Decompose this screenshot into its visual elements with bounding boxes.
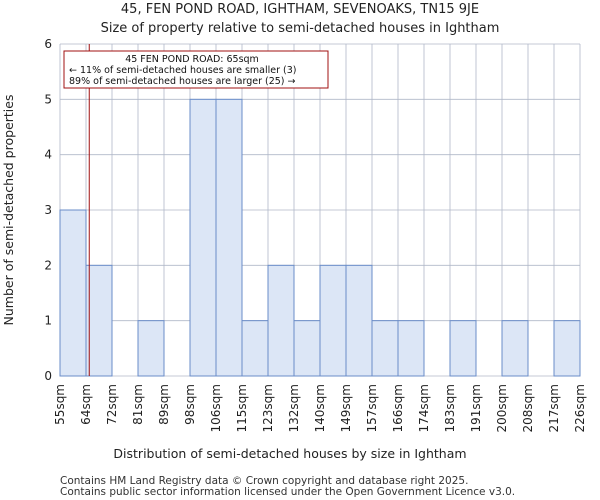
annotation-line-2: ← 11% of semi-detached houses are smalle… bbox=[69, 65, 297, 76]
x-tick-label: 149sqm bbox=[339, 384, 353, 432]
y-tick-label: 6 bbox=[44, 37, 52, 51]
x-tick-label: 191sqm bbox=[469, 384, 483, 432]
annotation-line-3: 89% of semi-detached houses are larger (… bbox=[69, 76, 296, 87]
footer-line-1: Contains HM Land Registry data © Crown c… bbox=[60, 475, 468, 487]
bar bbox=[371, 320, 399, 377]
annotation-box: 45 FEN POND ROAD: 65sqm ← 11% of semi-de… bbox=[63, 50, 329, 89]
y-tick-label: 2 bbox=[44, 258, 52, 272]
x-axis-label: Distribution of semi-detached houses by … bbox=[113, 446, 466, 461]
bar bbox=[345, 264, 373, 377]
x-tick-label: 98sqm bbox=[183, 384, 197, 425]
x-tick-label: 217sqm bbox=[547, 384, 561, 432]
chart-title: 45, FEN POND ROAD, IGHTHAM, SEVENOAKS, T… bbox=[121, 2, 479, 17]
x-tick-label: 208sqm bbox=[521, 384, 535, 432]
x-tick-label: 115sqm bbox=[235, 384, 249, 432]
bar bbox=[319, 264, 347, 377]
x-ticks: 55sqm 64sqm 72sqm 81sqm 89sqm 98sqm 106sqm 115s… bbox=[53, 384, 587, 432]
x-tick-label: 55sqm bbox=[53, 384, 67, 425]
y-tick-label: 0 bbox=[44, 369, 52, 383]
bar bbox=[241, 320, 269, 377]
y-ticks: 0 1 2 3 4 5 6 bbox=[44, 37, 52, 383]
bar bbox=[59, 209, 87, 377]
x-tick-label: 157sqm bbox=[365, 384, 379, 432]
bar bbox=[137, 320, 165, 377]
x-tick-label: 72sqm bbox=[105, 384, 119, 425]
y-tick-label: 5 bbox=[44, 92, 52, 106]
bars bbox=[59, 98, 581, 377]
bar bbox=[215, 98, 243, 377]
x-tick-label: 183sqm bbox=[443, 384, 457, 432]
bar bbox=[397, 320, 425, 377]
bar bbox=[189, 98, 217, 377]
x-tick-label: 166sqm bbox=[391, 384, 405, 432]
bar bbox=[267, 264, 295, 377]
y-tick-label: 1 bbox=[44, 314, 52, 328]
x-tick-label: 81sqm bbox=[131, 384, 145, 425]
y-tick-label: 4 bbox=[44, 148, 52, 162]
chart-subtitle: Size of property relative to semi-detach… bbox=[101, 21, 500, 36]
x-tick-label: 106sqm bbox=[209, 384, 223, 432]
bar bbox=[553, 320, 581, 377]
y-tick-label: 3 bbox=[44, 203, 52, 217]
footer-line-2: Contains public sector information licen… bbox=[60, 486, 515, 498]
x-tick-label: 89sqm bbox=[157, 384, 171, 425]
bar bbox=[501, 320, 529, 377]
y-axis-label: Number of semi-detached properties bbox=[1, 95, 16, 326]
bar bbox=[85, 264, 113, 377]
x-tick-label: 174sqm bbox=[417, 384, 431, 432]
x-tick-label: 64sqm bbox=[79, 384, 93, 425]
x-tick-label: 132sqm bbox=[287, 384, 301, 432]
x-tick-label: 226sqm bbox=[573, 384, 587, 432]
x-tick-label: 200sqm bbox=[495, 384, 509, 432]
x-tick-label: 140sqm bbox=[313, 384, 327, 432]
x-tick-label: 123sqm bbox=[261, 384, 275, 432]
bar bbox=[293, 320, 321, 377]
bar bbox=[449, 320, 477, 377]
annotation-line-1: 45 FEN POND ROAD: 65sqm bbox=[125, 54, 259, 65]
